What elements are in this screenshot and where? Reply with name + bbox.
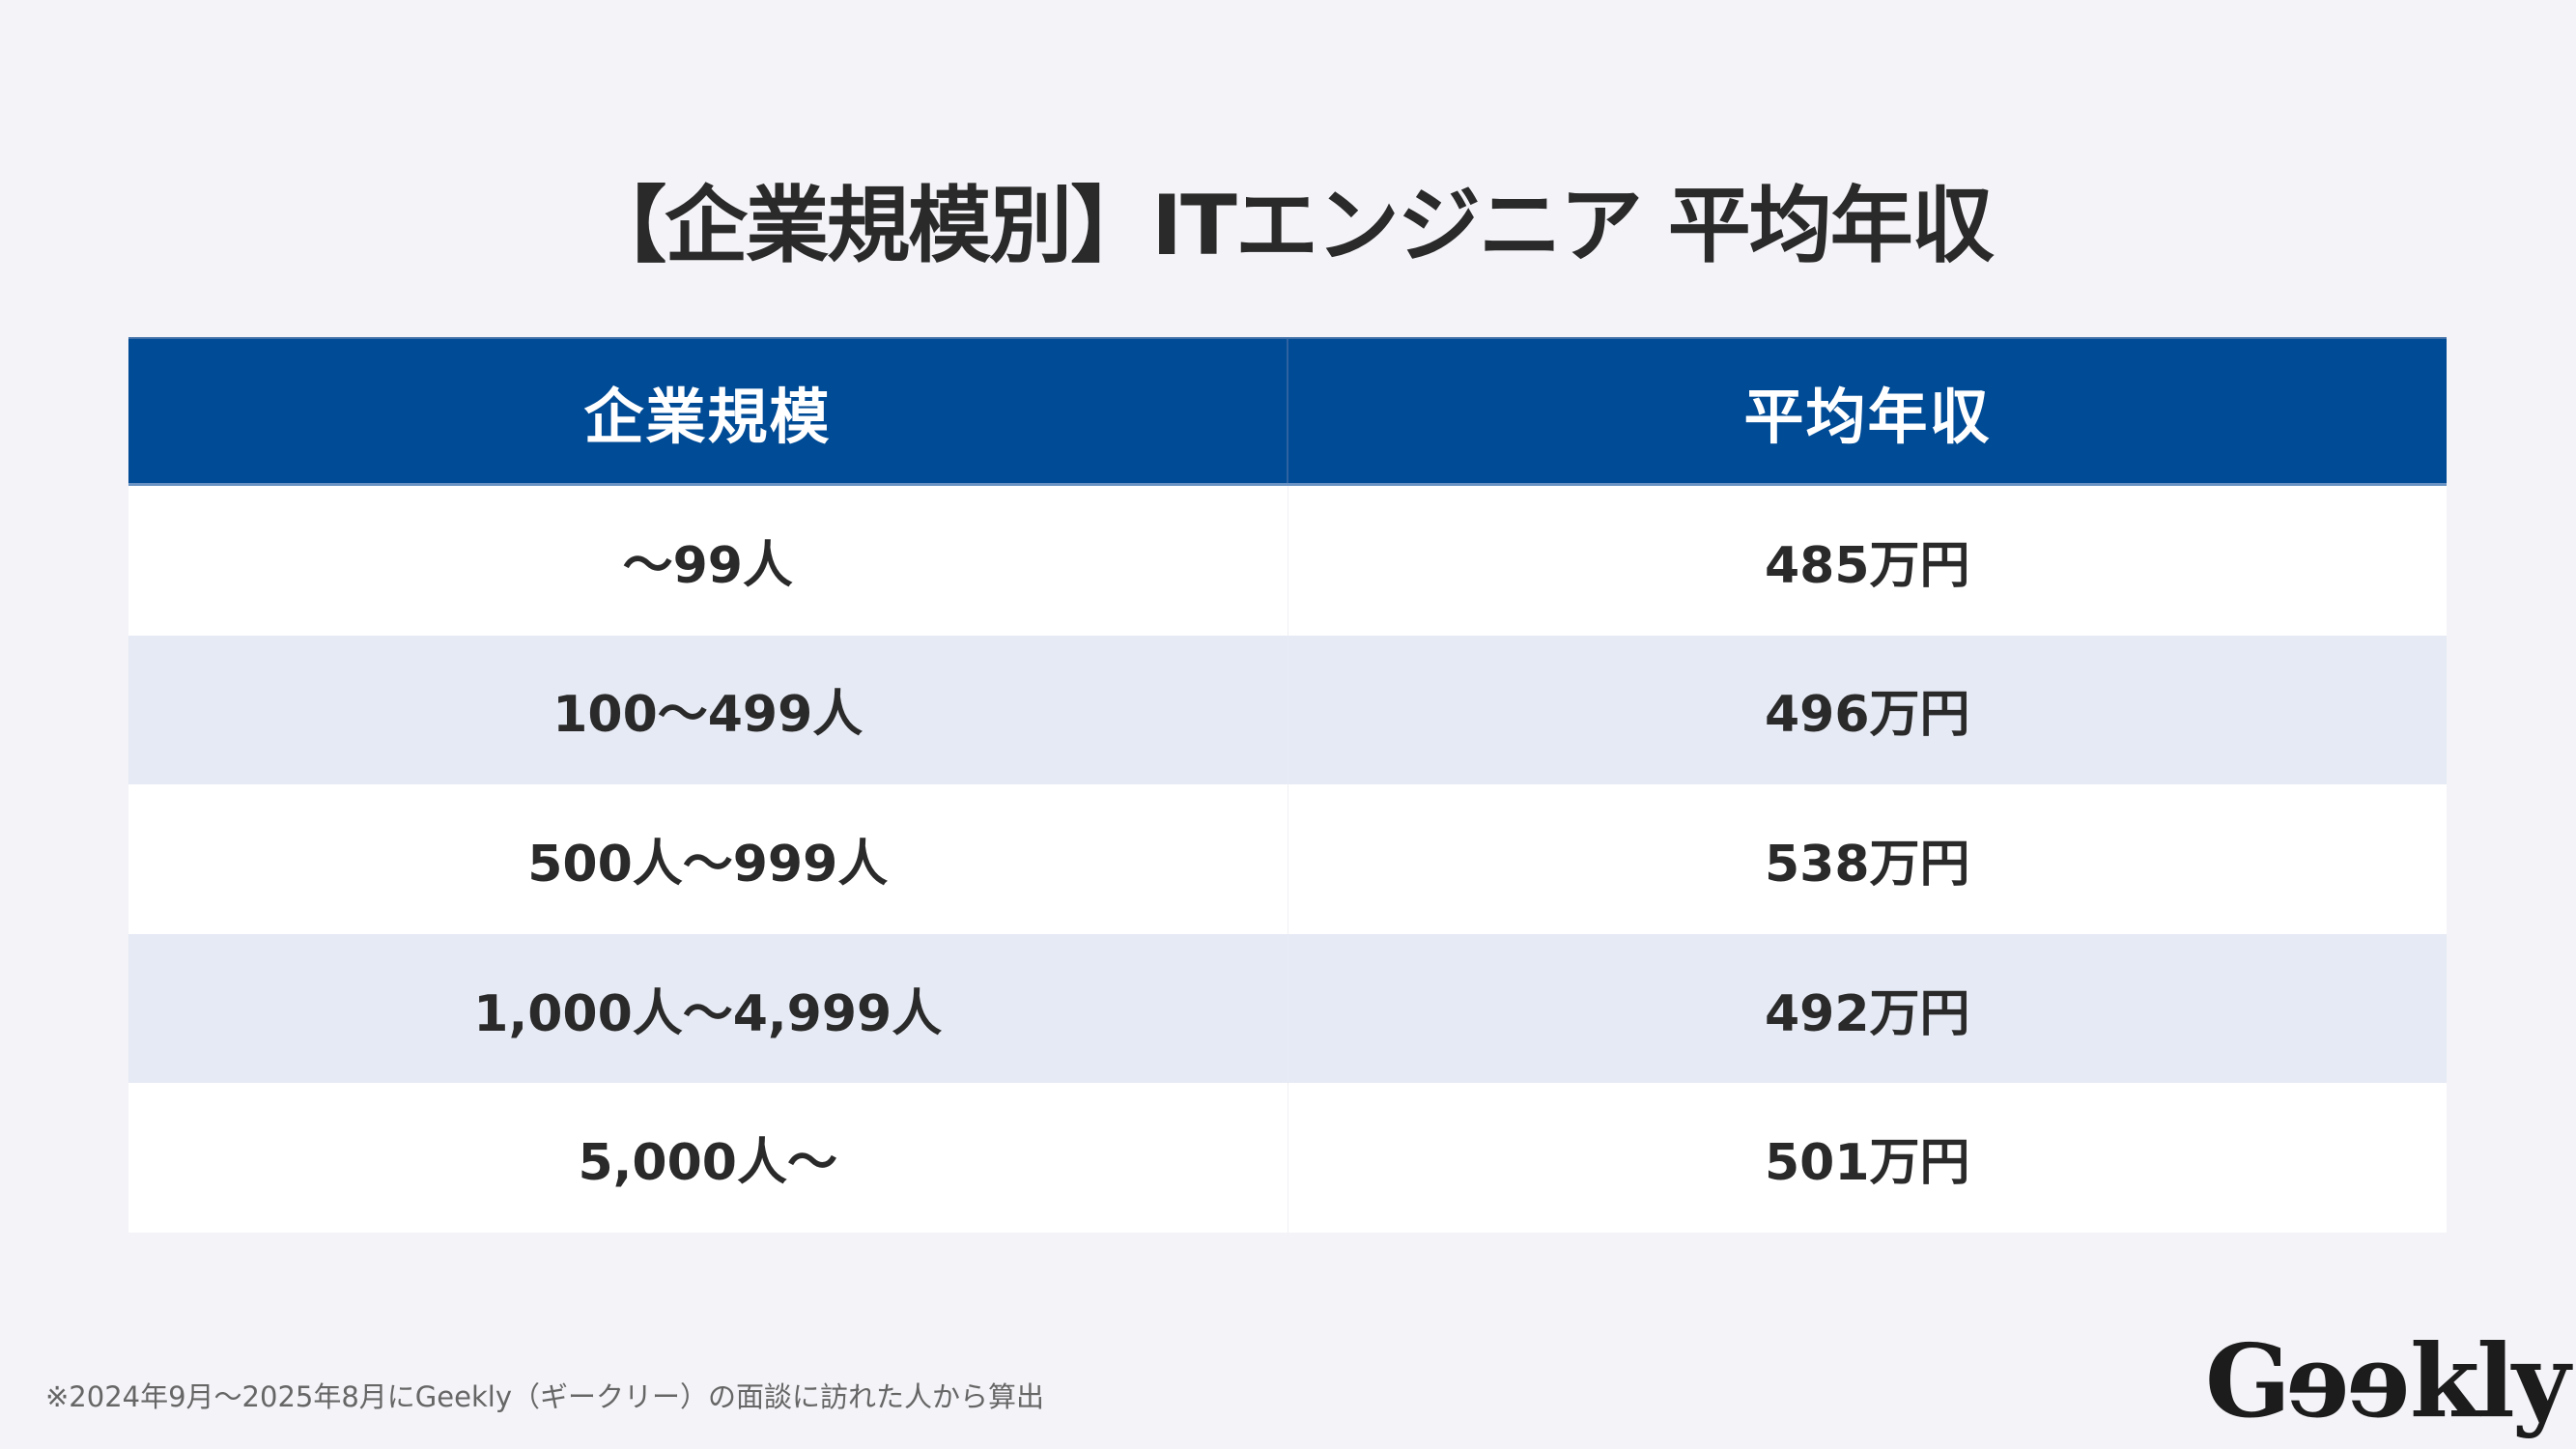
company-size-cell: 1,000人～4,999人 xyxy=(473,984,943,1043)
table-row: 100～499人 496万円 xyxy=(128,635,2448,785)
footnote: ※2024年9月～2025年8月にGeekly（ギークリー）の面談に訪れた人から… xyxy=(45,1380,1044,1413)
table-row: 1,000人～4,999人 492万円 xyxy=(128,933,2448,1084)
company-size-cell: ～99人 xyxy=(622,536,793,595)
logo-part: kly xyxy=(2410,1321,2570,1440)
table-header: 企業規模 平均年収 xyxy=(128,337,2447,486)
company-size-cell: 5,000人～ xyxy=(578,1134,837,1193)
company-size-cell: 500人～999人 xyxy=(527,835,889,894)
salary-cell: 501万円 xyxy=(1287,1083,2448,1233)
table-row: 500人～999人 538万円 xyxy=(128,784,2447,934)
table-row: ～99人 485万円 xyxy=(128,486,2447,636)
header-average-salary: 平均年収 xyxy=(1287,339,2447,483)
header-company-size: 企業規模 xyxy=(583,381,832,452)
geekly-logo: Geekly xyxy=(2205,1321,2570,1440)
logo-part: e xyxy=(2349,1321,2411,1440)
logo-part: e xyxy=(2287,1321,2349,1440)
salary-cell: 485万円 xyxy=(1287,486,2448,636)
salary-cell: 496万円 xyxy=(1287,635,2448,785)
salary-table: 企業規模 平均年収 ～99人 485万円 100～499人 496万円 500人… xyxy=(128,337,2447,1233)
salary-cell: 538万円 xyxy=(1287,784,2448,934)
logo-part: G xyxy=(2205,1321,2291,1440)
company-size-cell: 100～499人 xyxy=(552,686,863,745)
page-title: 【企業規模別】ITエンジニア 平均年収 xyxy=(583,178,1995,274)
salary-cell: 492万円 xyxy=(1287,933,2448,1084)
table-row: 5,000人～ 501万円 xyxy=(128,1083,2447,1233)
